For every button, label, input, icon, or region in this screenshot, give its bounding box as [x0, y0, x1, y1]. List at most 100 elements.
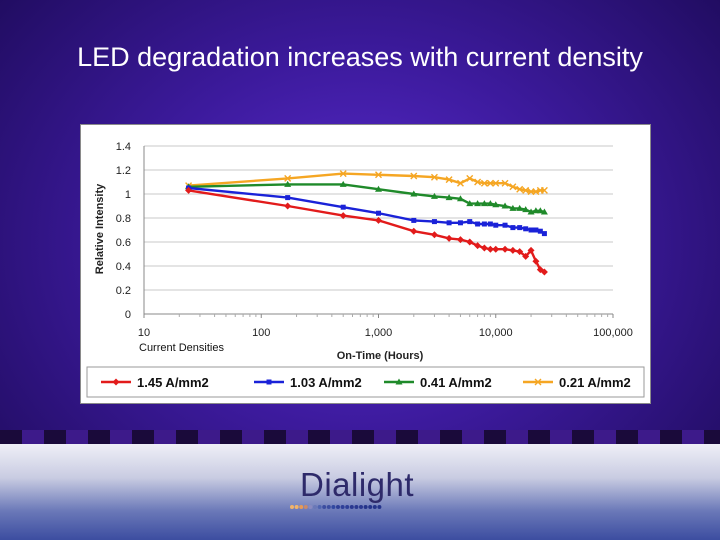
- data-point: [501, 202, 509, 209]
- logo-dot: [294, 505, 299, 509]
- data-point: [493, 222, 499, 228]
- series-3: [185, 170, 548, 196]
- footer-stripe: [0, 430, 720, 444]
- data-point: [540, 186, 548, 194]
- data-point: [474, 200, 482, 207]
- data-point: [486, 179, 494, 187]
- data-point: [509, 204, 517, 211]
- data-point: [533, 227, 539, 233]
- series-0: [185, 186, 548, 276]
- logo-dot: [299, 505, 304, 509]
- data-point: [486, 200, 494, 207]
- legend-marker-1: [266, 379, 272, 385]
- data-point: [445, 176, 453, 184]
- logo-dot: [345, 505, 350, 509]
- data-point: [430, 192, 438, 199]
- annotation-current-densities: Current Densities: [139, 342, 224, 354]
- series-line-1: [188, 186, 546, 235]
- data-point: [457, 220, 463, 226]
- data-point: [284, 202, 292, 210]
- data-point: [522, 206, 530, 213]
- logo-dot: [308, 505, 313, 509]
- data-point: [411, 217, 417, 223]
- data-point: [532, 207, 540, 214]
- data-point: [480, 179, 488, 187]
- x-tick-label-3: 10,000: [479, 327, 513, 339]
- data-point: [509, 246, 517, 254]
- data-point: [445, 234, 453, 242]
- data-point: [523, 226, 529, 232]
- data-point: [492, 179, 500, 187]
- logo-dot: [368, 505, 373, 509]
- logo-dot: [336, 505, 340, 509]
- logo-dot: [349, 505, 354, 509]
- logo-dot: [326, 505, 331, 509]
- series-2: [185, 180, 548, 215]
- legend-marker-3: [534, 378, 542, 386]
- data-point: [410, 172, 418, 180]
- logo-dot: [303, 505, 308, 509]
- data-point: [528, 227, 534, 233]
- y-axis-label: Relative Intensity: [94, 183, 106, 274]
- data-point: [475, 221, 481, 227]
- y-tick-label-0: 0: [125, 309, 131, 321]
- slide-title: LED degradation increases with current d…: [77, 42, 643, 72]
- legend-item-3: 0.21 A/mm2: [523, 375, 631, 390]
- data-point: [480, 200, 488, 207]
- data-point: [445, 194, 453, 201]
- data-point: [540, 208, 548, 215]
- x-tick-label-2: 1,000: [365, 327, 393, 339]
- data-point: [456, 179, 464, 187]
- data-point: [492, 201, 500, 208]
- footer: [0, 444, 720, 540]
- logo-dot: [363, 505, 368, 509]
- data-point: [456, 195, 464, 202]
- data-point: [516, 185, 524, 193]
- logo-dot: [317, 505, 322, 509]
- legend-label-3: 0.21 A/mm2: [559, 375, 631, 390]
- legend-marker-2: [395, 378, 403, 385]
- data-point: [467, 219, 473, 225]
- logo-dot: [313, 505, 317, 509]
- logo-dot: [331, 505, 336, 509]
- x-tick-label-4: 100,000: [593, 327, 633, 339]
- data-point: [522, 252, 530, 260]
- legend: 1.45 A/mm2 1.03 A/mm2 0.41 A/mm2 0.21 A/mm2: [86, 366, 645, 398]
- logo-dot: [290, 505, 294, 509]
- series-lines: [185, 170, 548, 276]
- grid: [144, 145, 613, 291]
- data-point: [431, 219, 437, 225]
- data-point: [410, 190, 418, 197]
- line-chart: 0 0.2 0.4 0.6 0.8 1 1.2 1.4 10 100 1,000 10,000 100,…: [86, 141, 645, 398]
- data-point: [375, 171, 382, 179]
- data-point: [486, 245, 494, 253]
- legend-label-0: 1.45 A/mm2: [137, 375, 209, 390]
- legend-item-0: 1.45 A/mm2: [101, 375, 209, 390]
- logo-dot: [354, 505, 359, 509]
- data-point: [466, 174, 474, 182]
- data-point: [375, 185, 382, 192]
- logo-dot: [377, 505, 382, 509]
- data-point: [480, 244, 488, 252]
- data-point: [516, 248, 524, 256]
- data-point: [540, 268, 548, 276]
- data-point: [375, 216, 382, 224]
- dialight-logo: Dialight: [300, 466, 415, 503]
- legend-label-2: 0.41 A/mm2: [420, 375, 492, 390]
- data-point: [466, 238, 474, 246]
- series-1: [186, 185, 547, 237]
- legend-label-1: 1.03 A/mm2: [290, 375, 362, 390]
- data-point: [456, 236, 464, 244]
- data-point: [537, 228, 543, 234]
- data-point: [510, 225, 516, 231]
- data-point: [522, 186, 530, 194]
- x-tick-label-0: 10: [138, 327, 150, 339]
- data-point: [185, 186, 193, 194]
- legend-marker-0: [112, 378, 120, 386]
- data-point: [430, 231, 438, 239]
- y-tick-label-2: 0.4: [116, 261, 131, 273]
- x-tick-label-1: 100: [252, 327, 270, 339]
- logo-dot: [322, 505, 327, 509]
- data-point: [536, 207, 544, 214]
- x-axis-label: On-Time (Hours): [337, 350, 424, 362]
